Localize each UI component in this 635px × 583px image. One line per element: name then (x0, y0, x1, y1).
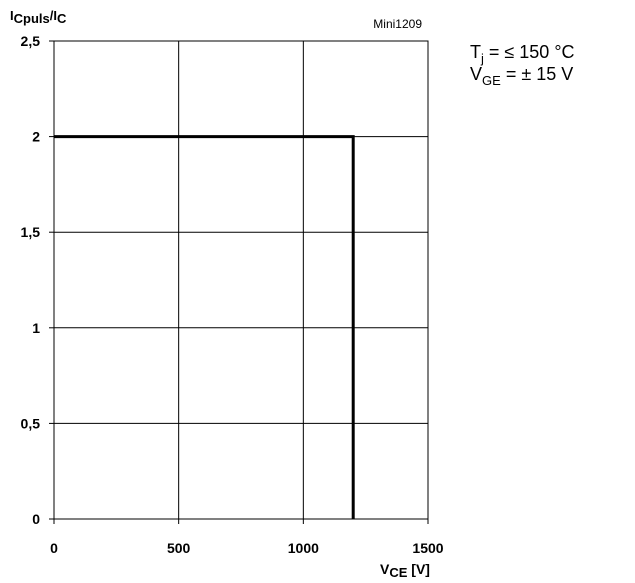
y-tick-label: 2 (32, 129, 40, 145)
y-tick-label: 2,5 (21, 33, 41, 49)
condition-tj: Tj = ≤ 150 °C (470, 42, 575, 66)
plot-area-frame (53, 40, 429, 520)
device-id-label: Mini1209 (373, 17, 422, 31)
x-tick-label: 0 (50, 540, 58, 556)
y-tick-label: 0,5 (21, 415, 41, 431)
rbsoa-boundary-line (54, 135, 355, 519)
y-axis-label: ICpuls/IC (10, 8, 67, 26)
condition-vge: VGE = ± 15 V (470, 64, 573, 88)
y-tick-label: 1,5 (21, 224, 41, 240)
chart-series (54, 135, 355, 519)
axis-ticks: 0 500 1000 1500 0 0,5 1 1,5 2 2,5 (21, 33, 444, 556)
x-axis-label: VCE [V] (380, 561, 430, 580)
x-tick-label: 500 (167, 540, 191, 556)
y-tick-label: 1 (32, 320, 40, 336)
y-tick-label: 0 (32, 511, 40, 527)
chart-grid (54, 41, 428, 519)
x-tick-label: 1000 (288, 540, 319, 556)
x-tick-label: 1500 (412, 540, 443, 556)
